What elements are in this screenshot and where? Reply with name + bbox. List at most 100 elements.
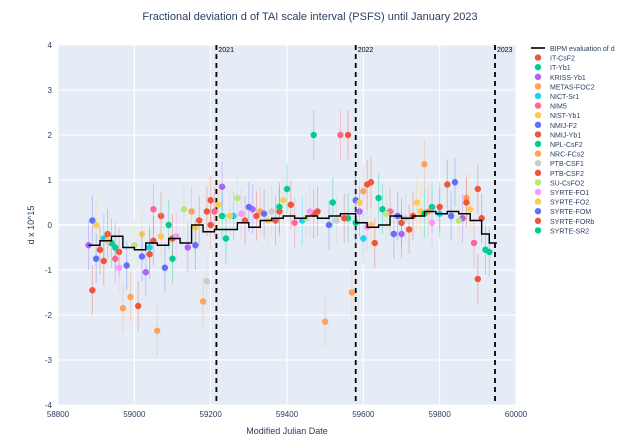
data-point-syrte-fo1 [306, 208, 314, 215]
data-point-syrte-sr2 [112, 244, 119, 251]
data-point-nmij-yb1 [203, 208, 211, 215]
data-point-syrte-fom [390, 230, 398, 238]
data-point-su-csfo2 [455, 217, 462, 224]
data-point-nmij-yb1 [405, 226, 413, 233]
data-point-nrc-fcs2 [188, 208, 195, 215]
data-point-kriss-yb1 [398, 230, 405, 238]
legend-label: IT-CsF2 [550, 56, 575, 63]
legend-item-syrte-sr2[interactable]: SYRTE-SR2 [534, 227, 589, 235]
data-point-it-yb1 [310, 131, 317, 139]
data-point-ptb-csf2 [96, 246, 104, 253]
legend-item-nrc-fcs2[interactable]: NRC-FCs2 [534, 150, 585, 159]
x-axis-label: Modified Julian Date [246, 426, 328, 436]
legend-label: IT-Yb1 [550, 65, 571, 72]
legend-marker-icon [534, 83, 542, 90]
data-point-syrte-fo2 [356, 199, 363, 206]
legend-label: NIM5 [550, 104, 567, 111]
legend-marker-icon [534, 140, 542, 148]
data-point-syrte-forb [207, 221, 214, 229]
data-point-syrte-fo2 [467, 206, 474, 213]
legend-item-su-csfo2[interactable]: SU-CsFO2 [534, 179, 585, 187]
legend-item-ptb-csf1[interactable]: PTB-CSF1 [534, 160, 584, 168]
data-point-npl-csf2 [222, 235, 230, 242]
y-tick-label: 3 [48, 86, 53, 95]
legend-marker-icon [534, 102, 542, 109]
data-point-nmij-f2 [123, 262, 130, 269]
data-point-nim5 [470, 239, 478, 247]
data-point-nmij-yb1 [367, 179, 375, 186]
legend-item-metas-foc2[interactable]: METAS-FOC2 [534, 83, 595, 91]
x-tick-labels: 58800 59000 59200 59400 59600 59800 60000 [47, 410, 528, 419]
y-tick-label: 2 [48, 131, 53, 140]
legend-marker-icon [534, 169, 542, 176]
y-tick-label: 4 [48, 41, 53, 50]
data-point-syrte-fom [447, 212, 455, 220]
data-point-nim5 [337, 131, 344, 139]
data-point-it-csf2 [444, 181, 451, 188]
year-marker-label: 2023 [497, 47, 513, 54]
data-point-nist-yb1 [226, 212, 233, 220]
year-marker-label: 2021 [218, 47, 234, 54]
data-point-nmij-yb1 [157, 212, 165, 220]
x-tick-label: 58800 [47, 410, 70, 419]
data-point-nrc-fcs2 [119, 305, 127, 312]
x-tick-label: 59000 [123, 410, 146, 419]
legend-marker-icon [534, 217, 542, 224]
data-point-metas-foc2 [348, 289, 356, 296]
legend-item-nmij-yb1[interactable]: NMIJ-Yb1 [534, 131, 581, 139]
legend-label: NICT-Sr1 [550, 94, 579, 101]
data-point-syrte-sr2 [165, 221, 172, 229]
data-point-nmij-yb1 [104, 230, 111, 238]
data-point-nict-sr1 [360, 235, 367, 242]
legend-item-it-csf2[interactable]: IT-CsF2 [534, 54, 575, 63]
data-point-syrte-fom [192, 242, 199, 249]
legend-label: SYRTE-FO2 [550, 200, 589, 207]
legend-label: NPL-CsF2 [550, 142, 583, 149]
data-point-nmij-f2 [451, 179, 459, 186]
legend-item-npl-csf2[interactable]: NPL-CsF2 [534, 140, 583, 149]
legend-item-ptb-csf2[interactable]: PTB-CSF2 [534, 169, 584, 178]
legend-item-it-yb1[interactable]: IT-Yb1 [534, 63, 571, 72]
legend-item-syrte-fo2[interactable]: SYRTE-FO2 [534, 198, 589, 207]
data-point-it-yb1 [375, 194, 382, 202]
legend-item-kriss-yb1[interactable]: KRISS-Yb1 [534, 73, 586, 82]
data-point-nist-yb1 [92, 221, 100, 229]
data-point-ptb-csf2 [196, 217, 203, 224]
legend-item-syrte-fom[interactable]: SYRTE-FOM [534, 208, 591, 216]
legend-item-syrte-forb[interactable]: SYRTE-FORb [534, 217, 595, 226]
y-tick-label: -4 [45, 401, 53, 410]
legend-item-bipm[interactable]: BIPM evaluation of d [531, 46, 615, 53]
x-tick-label: 59200 [200, 410, 223, 419]
data-point-syrte-forb [463, 199, 470, 206]
legend-marker-icon [534, 160, 542, 167]
chart-title: Fractional deviation d of TAI scale inte… [142, 11, 477, 23]
data-point-ptb-csf2 [371, 239, 378, 247]
legend-item-syrte-fo1[interactable]: SYRTE-FO1 [534, 188, 589, 197]
data-point-nim5 [291, 219, 298, 226]
data-point-syrte-fom [138, 253, 146, 260]
legend-item-nim5[interactable]: NIM5 [534, 102, 567, 111]
data-point-it-csf2 [89, 287, 96, 294]
data-point-nict-sr1 [146, 244, 153, 251]
grid-lines [57, 44, 517, 406]
data-point-nist-yb1 [138, 230, 146, 238]
data-point-syrte-fom [260, 210, 268, 217]
data-point-syrte-forb [341, 215, 348, 222]
legend-label: NRC-FCs2 [550, 152, 584, 159]
data-point-ptb-csf2 [253, 212, 260, 220]
legend-item-nict-sr1[interactable]: NICT-Sr1 [534, 92, 579, 101]
legend-marker-icon [534, 63, 542, 71]
data-point-syrte-sr2 [486, 248, 493, 256]
legend[interactable]: BIPM evaluation of d IT-CsF2 IT-Yb1 KRISS-Y… [531, 46, 615, 235]
legend-label: SYRTE-FOM [550, 209, 591, 216]
data-point-nmij-f2 [161, 264, 169, 271]
data-point-syrte-fo2 [157, 233, 165, 240]
data-point-nist-yb1 [413, 199, 420, 206]
legend-marker-icon [534, 54, 542, 61]
data-point-nim5 [150, 206, 157, 213]
legend-item-nmij-f2[interactable]: NMIJ-F2 [534, 121, 577, 130]
data-point-metas-foc2 [127, 293, 134, 301]
legend-item-nist-yb1[interactable]: NIST-Yb1 [534, 112, 581, 120]
legend-label: NMIJ-F2 [550, 123, 577, 130]
data-point-kriss-yb1 [184, 244, 191, 251]
